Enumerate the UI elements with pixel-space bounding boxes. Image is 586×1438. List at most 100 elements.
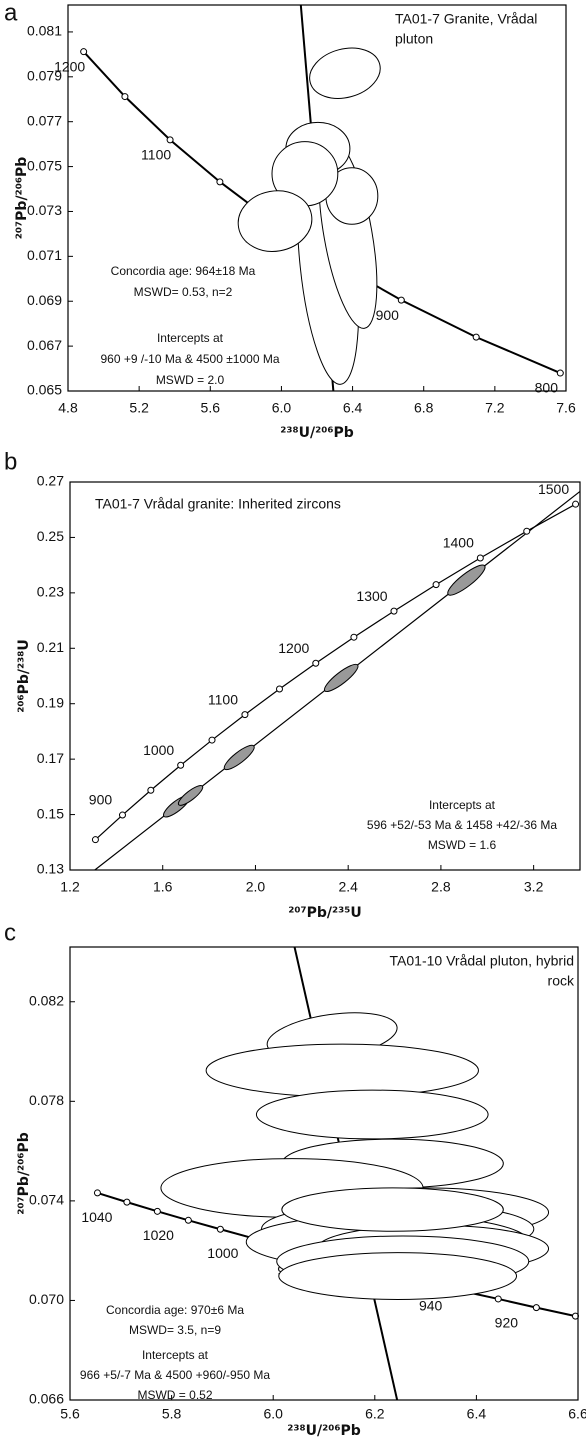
concordia-marker: [350, 633, 358, 641]
age-label: 1100: [141, 147, 171, 163]
concordia-marker: [523, 527, 531, 535]
plot-title: rock: [548, 973, 575, 989]
concordia-marker: [476, 554, 484, 562]
annotation: 966 +5/-7 Ma & 4500 +960/-950 Ma: [80, 1368, 270, 1382]
concordia-marker: [123, 1198, 131, 1206]
y-tick-label: 0.081: [27, 23, 62, 39]
y-axis-label: ²⁰⁷Pb/²⁰⁶Pb: [14, 157, 30, 239]
concordia-marker: [80, 48, 88, 56]
annotation: MSWD = 0.52: [137, 1388, 212, 1402]
y-tick-label: 0.066: [29, 1391, 64, 1407]
annotation: Concordia age: 964±18 Ma: [111, 264, 256, 278]
age-label: 1300: [356, 588, 387, 604]
x-tick-label: 5.6: [60, 1406, 80, 1422]
y-tick-label: 0.075: [27, 157, 62, 173]
y-tick-label: 0.071: [27, 247, 62, 263]
error-ellipse: [237, 190, 313, 252]
concordia-marker: [147, 786, 155, 794]
concordia-marker: [184, 1216, 192, 1224]
concordia-marker: [177, 761, 185, 769]
plot-frame: [67, 4, 567, 392]
concordia-marker: [118, 811, 126, 819]
age-label: 900: [89, 792, 113, 808]
x-tick-label: 7.6: [556, 400, 576, 416]
y-tick-label: 0.23: [37, 584, 64, 600]
x-tick-label: 2.8: [431, 879, 451, 895]
x-tick-label: 6.2: [365, 1406, 385, 1422]
concordia-marker: [556, 369, 564, 377]
age-label: 1000: [207, 1245, 238, 1261]
error-ellipse: [205, 1043, 479, 1098]
age-label: 800: [535, 380, 559, 396]
age-label: 1400: [443, 535, 474, 551]
y-tick-label: 0.17: [37, 750, 64, 766]
y-tick-label: 0.15: [37, 805, 64, 821]
error-ellipse: [447, 564, 486, 596]
error-ellipse: [281, 1187, 504, 1232]
x-tick-label: 6.8: [414, 400, 434, 416]
concordia-marker: [216, 1225, 224, 1233]
annotation: MSWD = 1.6: [428, 838, 497, 852]
age-label: 900: [376, 307, 400, 323]
y-tick-label: 0.074: [29, 1192, 64, 1208]
y-tick-label: 0.079: [27, 68, 62, 84]
error-ellipse: [309, 47, 381, 99]
y-tick-label: 0.078: [29, 1092, 64, 1108]
y-tick-label: 0.067: [27, 337, 62, 353]
x-tick-label: 2.0: [246, 879, 266, 895]
x-tick-label: 7.2: [485, 400, 505, 416]
concordia-marker: [166, 136, 174, 144]
concordia-marker: [241, 711, 249, 719]
plot-title: TA01-7 Vrådal granite: Inherited zircons: [95, 496, 341, 512]
y-tick-label: 0.25: [37, 528, 64, 544]
age-label: 1200: [54, 58, 85, 74]
x-tick-label: 4.8: [58, 400, 78, 416]
annotation: MSWD= 3.5, n=9: [129, 1323, 221, 1337]
concordia-marker: [432, 581, 440, 589]
concordia-marker: [472, 333, 480, 341]
x-axis-label: ²³⁸U/²⁰⁶Pb: [280, 425, 354, 441]
age-label: 1500: [538, 481, 569, 497]
y-tick-label: 0.065: [27, 382, 62, 398]
x-tick-label: 6.4: [467, 1406, 487, 1422]
error-ellipse: [278, 1252, 518, 1300]
age-label: 1200: [278, 640, 309, 656]
x-tick-label: 5.6: [201, 400, 221, 416]
concordia-marker: [208, 736, 216, 744]
y-tick-label: 0.077: [27, 112, 62, 128]
age-label: 1040: [81, 1209, 112, 1225]
annotation: Concordia age: 970±6 Ma: [106, 1303, 244, 1317]
plot-title: TA01-7 Granite, Vrådal: [395, 11, 537, 27]
panel-letter: a: [4, 0, 18, 26]
plot-title: pluton: [395, 31, 433, 47]
x-tick-label: 6.4: [343, 400, 363, 416]
x-tick-label: 2.4: [338, 879, 358, 895]
x-axis-label: ²³⁸U/²⁰⁶Pb: [287, 1423, 361, 1438]
concordia-marker: [397, 296, 405, 304]
x-tick-label: 5.2: [129, 400, 149, 416]
x-tick-label: 1.2: [60, 879, 80, 895]
x-tick-label: 6.0: [263, 1406, 283, 1422]
concordia-marker: [494, 1295, 502, 1303]
annotation: 596 +52/-53 Ma & 1458 +42/-36 Ma: [367, 818, 557, 832]
concordia-marker: [312, 659, 320, 667]
y-tick-label: 0.19: [37, 694, 64, 710]
concordia-marker: [93, 1189, 101, 1197]
y-tick-label: 0.069: [27, 292, 62, 308]
age-label: 920: [495, 1314, 519, 1330]
y-tick-label: 0.27: [37, 473, 64, 489]
y-tick-label: 0.21: [37, 639, 64, 655]
plot-frame: [69, 481, 581, 871]
error-ellipse: [177, 785, 204, 806]
concordia-marker: [216, 178, 224, 186]
age-label: 1000: [143, 742, 174, 758]
concordia-marker: [532, 1304, 540, 1312]
age-label: 1020: [143, 1227, 174, 1243]
error-ellipse: [223, 744, 255, 771]
panel-letter: c: [4, 919, 16, 946]
x-tick-label: 3.2: [524, 879, 544, 895]
concordia-marker: [121, 93, 129, 101]
x-tick-label: 5.8: [162, 1406, 182, 1422]
